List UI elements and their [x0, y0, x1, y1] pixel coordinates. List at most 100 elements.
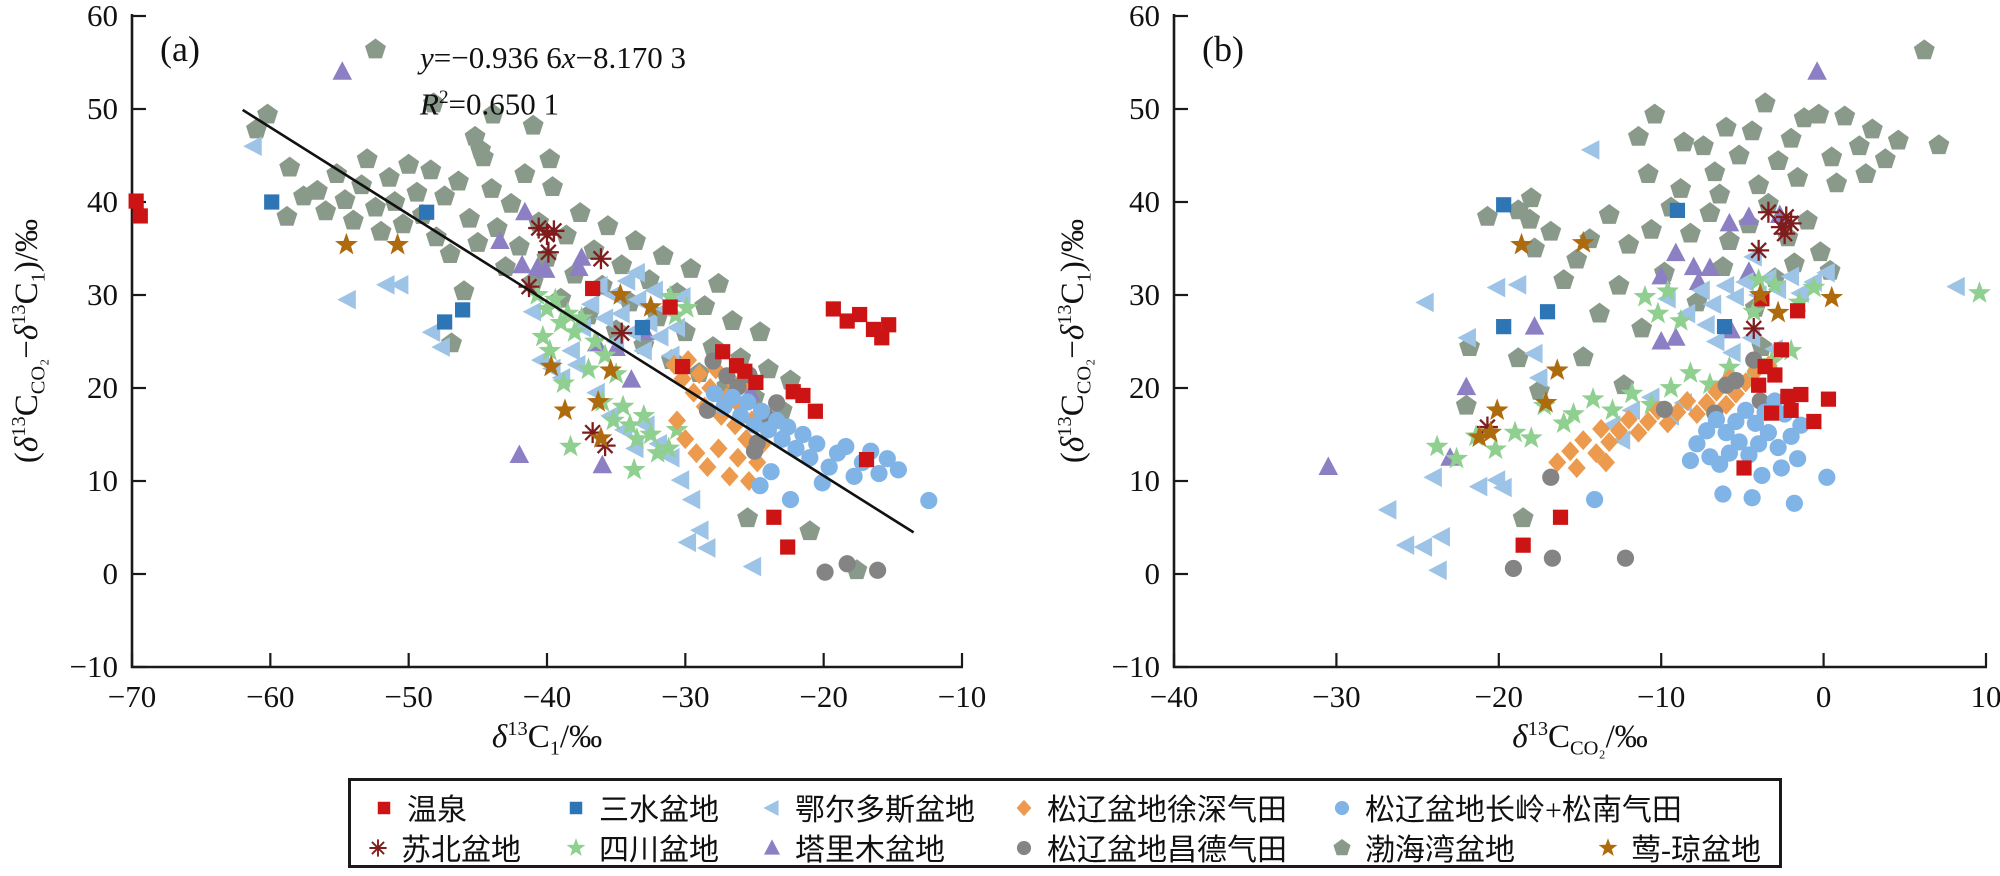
bohaiwan-point: [1861, 118, 1883, 139]
bohaiwan-point: [1826, 172, 1848, 193]
changling-point: [1792, 416, 1810, 434]
changling-point: [1740, 446, 1758, 464]
changling-point: [1769, 438, 1787, 457]
eerduosi-point: [666, 317, 686, 338]
eerduosi-point: [644, 280, 663, 301]
series-sanshui-b: [1496, 197, 1733, 335]
wenquan-point: [674, 359, 691, 375]
xushen-point: [1687, 404, 1706, 425]
subei-point: [582, 422, 604, 444]
sichuan-point: [1503, 420, 1527, 443]
bohaiwan-point: [1628, 125, 1649, 146]
bohaiwan-point: [1874, 148, 1896, 169]
changling-point: [1743, 489, 1761, 507]
series-changde-b: [1504, 351, 1769, 578]
eerduosi-point: [626, 262, 645, 283]
bohaiwan-point: [749, 321, 771, 342]
eerduosi-point: [580, 294, 600, 315]
bohaiwan-point: [1507, 347, 1529, 368]
sichuan-point: [1445, 446, 1468, 469]
changling-point: [1759, 424, 1777, 442]
xushen-point: [1596, 452, 1615, 473]
sichuan-point: [584, 329, 607, 352]
x-tick-label: −20: [799, 679, 847, 714]
changling-point: [1737, 401, 1755, 419]
changling-point: [801, 449, 819, 467]
changde-legend-marker: [1016, 840, 1032, 856]
eerduosi-point: [1395, 535, 1415, 555]
subei-point: [518, 276, 540, 298]
wenquan-point: [780, 539, 796, 555]
changling-point: [1727, 412, 1745, 431]
series-sanshui-a: [264, 194, 651, 336]
eerduosi-point: [1702, 294, 1722, 315]
changde-point: [1542, 468, 1560, 486]
wenquan-point: [662, 299, 678, 315]
wenquan-point: [825, 301, 841, 317]
subei-legend-marker: [369, 839, 387, 857]
legend-item-wenquan: 温泉: [371, 789, 467, 827]
talimu-point: [621, 369, 642, 388]
changling-point: [723, 388, 741, 406]
sichuan-point: [657, 436, 681, 459]
legend-item-sichuan: 四川盆地: [563, 829, 719, 867]
subei-point: [1743, 317, 1765, 339]
legend-item-eerduosi: 鄂尔多斯盆地: [759, 789, 975, 827]
sichuan-legend-marker: [566, 838, 586, 856]
wenquan-point: [1780, 388, 1796, 404]
sanshui-point: [437, 314, 453, 330]
talimu-point: [1651, 331, 1671, 350]
bohaiwan-point: [1618, 233, 1640, 254]
wenquan-point: [795, 387, 811, 404]
bohaiwan-point: [356, 148, 378, 169]
changde-point: [768, 394, 786, 412]
eerduosi-point: [1580, 140, 1600, 160]
bohaiwan-point: [315, 200, 337, 221]
sichuan-point: [1669, 309, 1693, 331]
bohaiwan-point: [306, 179, 328, 200]
sichuan-point: [1562, 402, 1585, 424]
bohaiwan-point: [542, 176, 563, 197]
bohaiwan-point: [1787, 166, 1809, 187]
xushen-point: [1629, 422, 1648, 443]
x-tick-label: −30: [661, 679, 709, 714]
changling-point: [762, 463, 780, 481]
yingqiong-point: [589, 426, 613, 448]
bohaiwan-point: [680, 257, 702, 278]
bohaiwan-point: [522, 114, 544, 135]
wenquan-point: [1806, 413, 1822, 430]
changling-point: [1766, 392, 1784, 410]
changde-point: [1616, 549, 1635, 567]
changling-point: [1717, 424, 1735, 442]
xushen-point: [1619, 409, 1638, 430]
y-tick-label: 50: [87, 91, 118, 126]
eerduosi-point: [1741, 327, 1761, 348]
series-bohaiwan-a: [246, 38, 868, 580]
xushen-point: [1574, 430, 1593, 451]
changling-point: [787, 439, 805, 458]
changling-point: [751, 477, 769, 495]
regression-annotation: y=−0.936 6x−8.170 3 R2=0.650 1: [420, 38, 686, 124]
bohaiwan-point: [1673, 131, 1695, 152]
yingqiong-point: [1485, 398, 1509, 421]
changde-point: [1717, 376, 1735, 394]
bohaiwan-point: [1848, 135, 1870, 156]
subei-point: [590, 248, 612, 270]
changling-point: [820, 458, 838, 476]
eerduosi-point: [1621, 400, 1640, 421]
xushen-point: [720, 466, 739, 487]
bohaiwan-point: [1834, 105, 1856, 126]
sichuan-point: [1601, 398, 1624, 421]
x-tick-label: −30: [1312, 679, 1360, 714]
series-bohaiwan-b: [1455, 39, 1950, 528]
bohaiwan-point: [1728, 144, 1750, 165]
eerduosi-point: [1431, 527, 1450, 547]
eerduosi-point: [1816, 262, 1835, 283]
bohaiwan-point: [625, 230, 646, 250]
talimu-point: [1807, 61, 1827, 80]
bohaiwan-point: [1741, 120, 1763, 141]
changling-legend-marker: [1334, 800, 1350, 816]
talimu-point: [512, 254, 532, 274]
bohaiwan-point: [257, 103, 279, 124]
